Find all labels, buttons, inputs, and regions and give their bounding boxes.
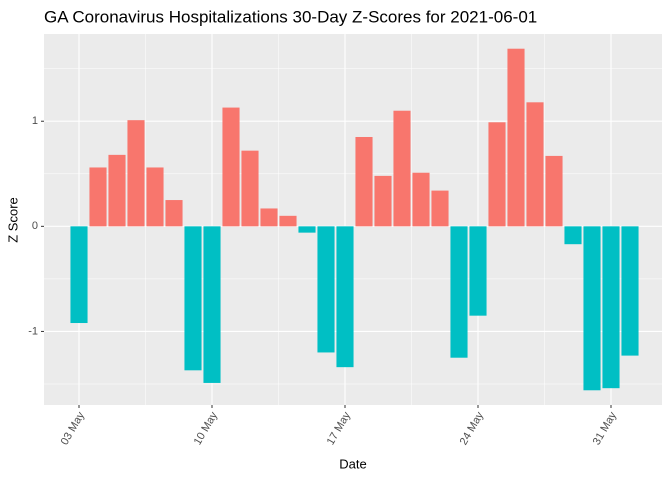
chart-title: GA Coronavirus Hospitalizations 30-Day Z… [44,7,537,26]
bar [279,215,297,227]
y-tick-label: 1 [32,115,38,127]
bar [165,200,183,227]
bar [564,226,582,245]
x-tick-label: 10 May [192,410,221,448]
bar [602,226,620,389]
bar [298,226,316,233]
bar [89,167,107,227]
bar [317,226,335,353]
bar [203,226,221,383]
bar [393,110,411,227]
bar [374,175,392,227]
bar [184,226,202,371]
x-tick-label: 31 May [591,410,620,448]
bar [507,48,525,227]
x-tick-label: 17 May [325,410,354,448]
bar [583,226,601,391]
bar [260,208,278,227]
bar [545,155,563,227]
bar [412,172,430,227]
bar [108,154,126,227]
bar [488,122,506,227]
bar [336,226,354,368]
x-axis-title: Date [339,456,366,471]
bar [146,167,164,227]
y-tick-label: -1 [28,325,38,337]
bar [355,136,373,227]
bar [70,226,88,324]
bar [431,190,449,227]
bar [526,102,544,227]
x-tick-label: 03 May [59,410,88,448]
bar [450,226,468,358]
bar [127,120,145,227]
y-axis-title: Z Score [5,197,20,243]
bar [241,150,259,227]
x-tick-label: 24 May [458,410,487,448]
bar [222,107,240,227]
bar [621,226,639,356]
y-tick-label: 0 [32,220,38,232]
bar [469,226,487,316]
